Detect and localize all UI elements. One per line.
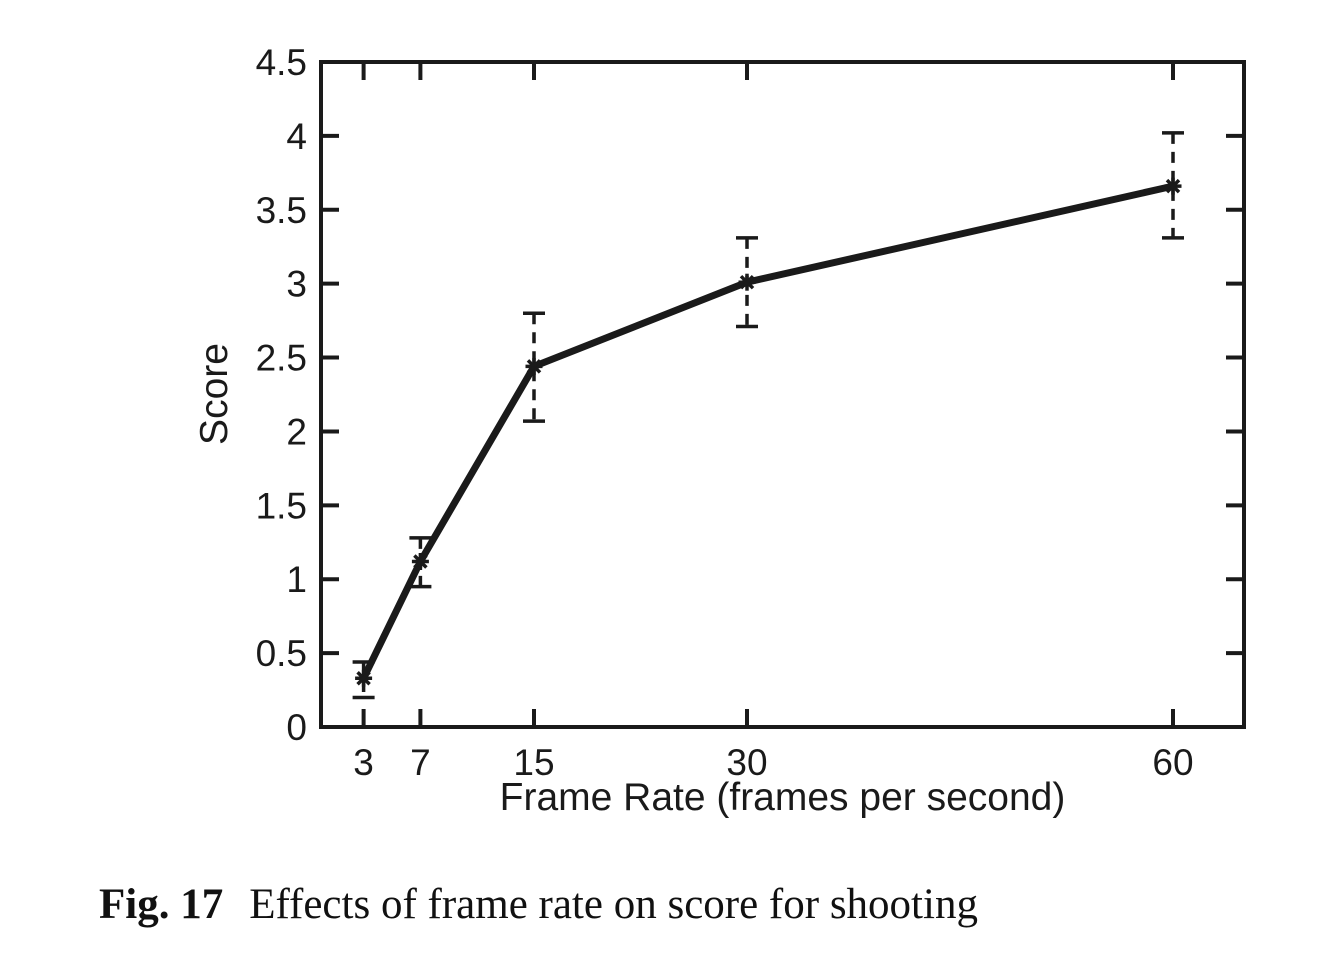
y-tick-label: 1.5 bbox=[256, 485, 307, 526]
y-axis-title: Score bbox=[193, 343, 236, 445]
x-tick-label: 15 bbox=[513, 742, 554, 783]
asterisk-marker bbox=[411, 552, 429, 570]
y-tick-label: 3 bbox=[286, 264, 307, 305]
asterisk-marker bbox=[1164, 177, 1182, 195]
y-tick-label: 1 bbox=[286, 559, 307, 600]
figure-caption: Fig. 17 Effects of frame rate on score fo… bbox=[99, 880, 978, 929]
x-tick-label: 60 bbox=[1152, 742, 1193, 783]
error-bars bbox=[352, 131, 1184, 700]
asterisk-marker bbox=[355, 669, 373, 687]
figure-caption-text: Effects of frame rate on score for shoot… bbox=[249, 881, 978, 928]
y-tick-label: 4 bbox=[286, 116, 307, 157]
y-tick-label: 0 bbox=[286, 707, 307, 748]
y-tick-label: 2.5 bbox=[256, 338, 307, 379]
figure-caption-label: Fig. 17 bbox=[99, 881, 224, 928]
data-line bbox=[360, 182, 1174, 680]
x-axis-ticks: 3 7 15 30 60 bbox=[353, 62, 1194, 783]
asterisk-marker bbox=[525, 357, 543, 375]
x-tick-label: 30 bbox=[726, 742, 767, 783]
asterisk-marker bbox=[738, 273, 756, 291]
x-tick-label: 7 bbox=[410, 742, 431, 783]
data-markers bbox=[355, 177, 1182, 687]
x-axis-title: Frame Rate (frames per second) bbox=[499, 776, 1066, 819]
y-axis-ticks: 0 0.5 1 1.5 2 2.5 3 3.5 4 4.5 bbox=[256, 42, 1244, 748]
y-tick-label: 4.5 bbox=[256, 42, 307, 83]
y-tick-label: 2 bbox=[286, 411, 307, 452]
y-tick-label: 0.5 bbox=[256, 633, 307, 674]
x-tick-label: 3 bbox=[353, 742, 374, 783]
plot-frame bbox=[319, 60, 1246, 729]
y-tick-label: 3.5 bbox=[256, 190, 307, 231]
